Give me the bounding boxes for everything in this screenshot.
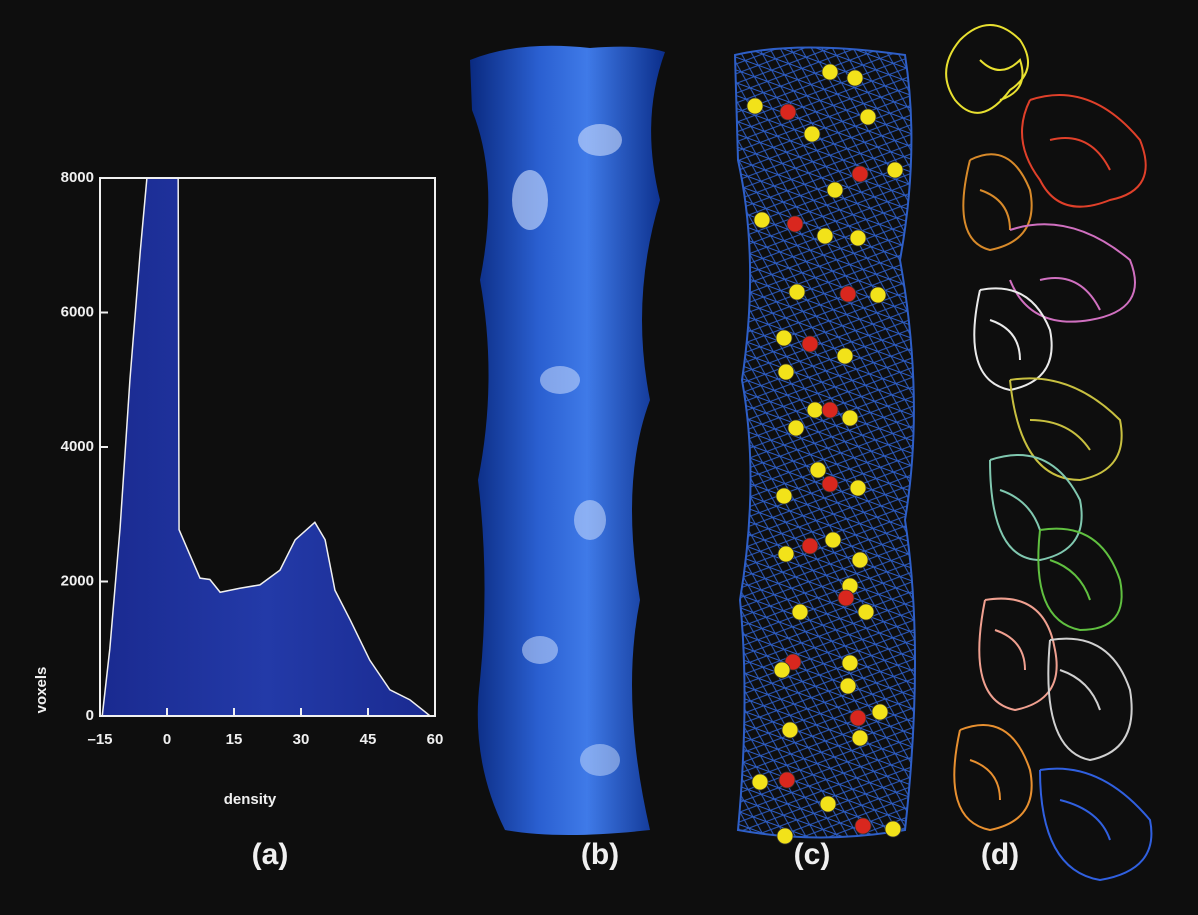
- panel-label: (d): [981, 838, 1019, 871]
- surface-render: [470, 45, 665, 835]
- panel-label: (c): [794, 838, 831, 871]
- y-tick-label: 0: [86, 707, 94, 724]
- x-tick-label: 60: [427, 731, 444, 748]
- x-tick-label: –15: [87, 731, 112, 748]
- y-tick-label: 8000: [61, 169, 94, 186]
- x-tick-label: 15: [226, 731, 243, 748]
- y-tick-label: 2000: [61, 572, 94, 589]
- y-axis-label: voxels: [33, 667, 50, 714]
- x-axis-label: density: [224, 791, 277, 808]
- panel-label: (a): [252, 838, 289, 871]
- x-tick-label: 0: [163, 731, 171, 748]
- panel-labels: (a) (b) (c) (d): [252, 838, 1019, 871]
- x-tick-label: 30: [293, 731, 310, 748]
- wireframe-render: [733, 46, 916, 845]
- y-tick-label: 6000: [61, 303, 94, 320]
- ribbon-model: [945, 24, 1153, 882]
- y-tick-label: 4000: [61, 438, 94, 455]
- panel-label: (b): [581, 838, 619, 871]
- area-line: [101, 177, 431, 717]
- x-tick-label: 45: [360, 731, 377, 748]
- histogram: density voxels 0 2000 4000 6000 8000 –15 0 15 30…: [33, 169, 443, 808]
- area-fill: [102, 178, 431, 716]
